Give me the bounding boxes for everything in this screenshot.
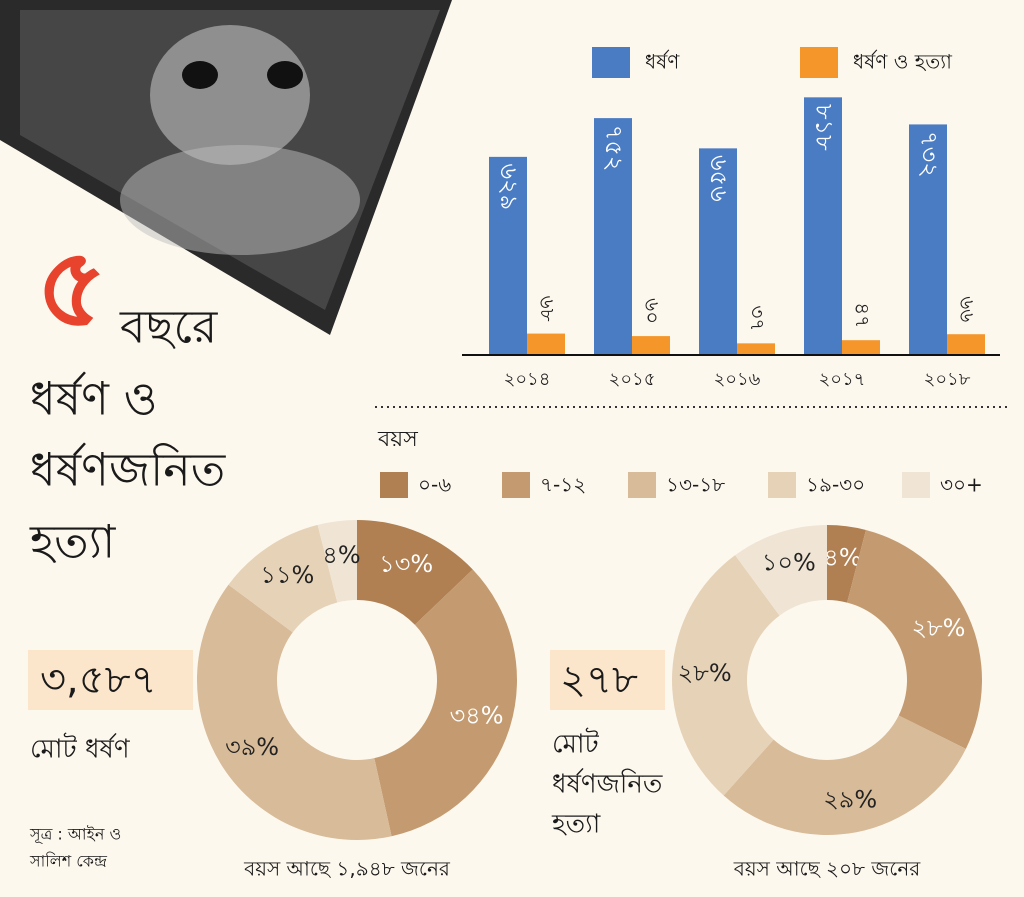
headline-line: ধর্ষণজনিত xyxy=(30,443,227,497)
legend-label: ১৯-৩০ xyxy=(806,473,865,497)
donut-slice xyxy=(723,715,966,835)
headline-line: বছরে xyxy=(119,300,218,354)
legend-title: বয়স xyxy=(377,427,418,452)
value-label: ৬০ xyxy=(641,298,665,324)
donut-slice xyxy=(735,525,827,616)
bar xyxy=(527,333,565,355)
donut-slice xyxy=(374,569,517,837)
bar xyxy=(909,124,947,355)
legend-label: ৭-১২ xyxy=(540,473,586,497)
legend-swatch xyxy=(768,472,796,498)
illustration xyxy=(0,0,452,335)
slice-label: ৩৯% xyxy=(225,733,279,761)
x-tick-label: ২০১৪ xyxy=(504,369,551,390)
value-label: ৪৭ xyxy=(851,302,875,328)
legend-swatch xyxy=(902,472,930,498)
bar xyxy=(632,336,670,355)
slice-label: ৪% xyxy=(322,541,360,569)
value-label: ৬২৯ xyxy=(495,163,523,210)
legend-label: ১৩-১৮ xyxy=(666,473,725,497)
slice-label: ১১% xyxy=(260,561,314,589)
legend-label: ধর্ষণ xyxy=(645,50,680,74)
legend-label: ৩০+ xyxy=(940,473,983,497)
legend-label: ০-৬ xyxy=(418,473,451,497)
bar xyxy=(594,118,632,356)
bar xyxy=(699,148,737,355)
value-label: ৭৩২ xyxy=(915,131,943,178)
bar xyxy=(737,343,775,355)
legend-swatch xyxy=(628,472,656,498)
headline-line: হত্যা xyxy=(29,515,116,569)
slice-label: ১০% xyxy=(762,549,816,577)
slice-label: ২৯% xyxy=(823,785,877,813)
slice-label: ৪% xyxy=(823,543,861,571)
value-label: ৬৮ xyxy=(536,296,560,322)
donut-slice xyxy=(827,525,866,603)
value-label: ৬৫৬ xyxy=(705,155,733,202)
headline-number: ৫ xyxy=(36,223,107,351)
total-rape-label: মোট ধর্ষণ xyxy=(30,733,131,765)
bar xyxy=(489,156,527,355)
bar xyxy=(842,340,880,355)
headline-line: ধর্ষণ ও xyxy=(30,372,157,426)
total-rape: ৩,৫৮৭ xyxy=(40,657,157,703)
legend-label: ধর্ষণ ও হত্যা xyxy=(853,50,953,74)
x-tick-label: ২০১৫ xyxy=(609,369,656,390)
bar xyxy=(947,334,985,355)
legend-swatch xyxy=(592,47,630,78)
total-murder-label: ধর্ষণজনিত xyxy=(552,769,663,800)
source: সূত্র : আইন ও xyxy=(29,825,121,845)
total-box xyxy=(28,650,193,710)
donut-slice xyxy=(357,520,473,625)
slice-label: ২৮% xyxy=(678,659,732,687)
value-label: ৮১৮ xyxy=(810,104,838,151)
legend-swatch xyxy=(800,47,838,78)
value-label: ৬৬ xyxy=(956,296,980,322)
donut-slice xyxy=(847,529,983,749)
value-label: ৭৫২ xyxy=(600,125,628,172)
source: সালিশ কেন্দ্র xyxy=(29,852,108,871)
value-label: ৩৭ xyxy=(746,305,770,331)
x-tick-label: ২০১৭ xyxy=(819,369,866,390)
total-murder: ২৭৮ xyxy=(560,657,638,703)
total-murder-label: মোট xyxy=(552,728,600,760)
legend-swatch xyxy=(380,472,408,498)
pie-note: বয়স আছে ১,৯৪৮ জনের xyxy=(243,857,451,881)
donut-slice xyxy=(672,555,780,796)
x-tick-label: ২০১৮ xyxy=(924,369,971,390)
pie-note: বয়স আছে ২০৮ জনের xyxy=(733,857,922,881)
donut-slice xyxy=(317,520,357,603)
donut-slice xyxy=(228,524,338,633)
slice-label: ৩৪% xyxy=(450,701,504,729)
x-tick-label: ২০১৬ xyxy=(714,369,761,390)
slice-label: ২৮% xyxy=(911,614,965,642)
bar xyxy=(804,97,842,355)
donut-slice xyxy=(197,584,392,840)
total-murder-label: হত্যা xyxy=(551,810,601,840)
slice-label: ১৩% xyxy=(379,550,433,578)
legend-swatch xyxy=(502,472,530,498)
total-box xyxy=(550,650,665,710)
